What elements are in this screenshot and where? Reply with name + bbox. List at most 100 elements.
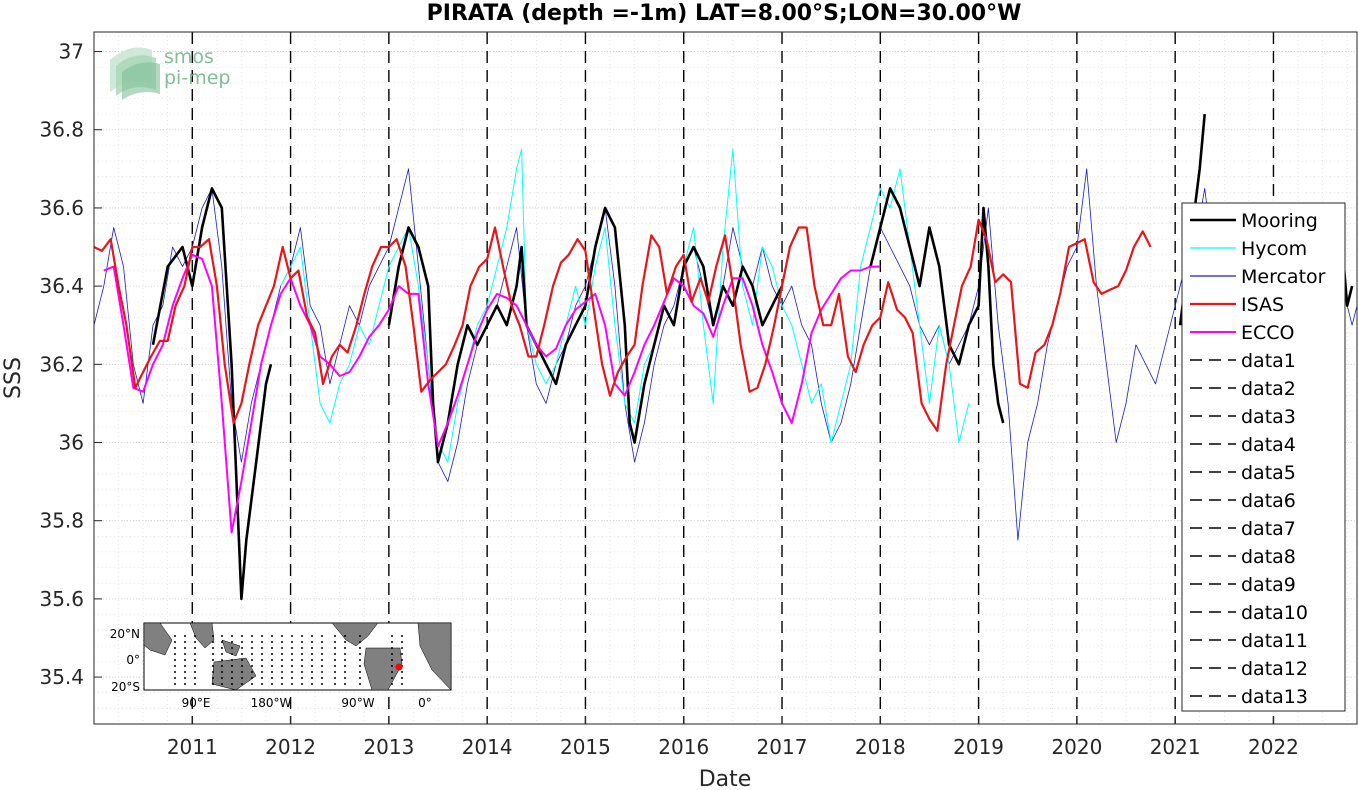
buoy-dot [344,647,346,649]
buoy-dot [321,647,323,649]
buoy-dot [311,683,313,685]
buoy-dot [321,683,323,685]
buoy-dot [271,671,273,673]
buoy-dot [251,665,253,667]
buoy-dot [321,659,323,661]
legend-label: Mooring [1241,210,1318,232]
legend-label: Hycom [1241,238,1307,260]
buoy-dot [334,671,336,673]
buoy-dot [344,659,346,661]
buoy-dot [311,641,313,643]
buoy-dot [359,671,361,673]
buoy-dot [291,647,293,649]
buoy-dot [251,647,253,649]
buoy-dot [359,647,361,649]
inset-lat-label-20s: 20°S [111,680,140,694]
buoy-dot [194,671,196,673]
inset-lon-label-0: 0° [418,696,432,710]
buoy-dot [231,671,233,673]
buoy-dot [261,659,263,661]
buoy-dot [359,641,361,643]
buoy-dot [359,659,361,661]
buoy-dot [311,665,313,667]
buoy-dot [401,683,403,685]
x-tick-label: 2022 [1248,735,1299,759]
buoy-dot [194,677,196,679]
buoy-dot [334,647,336,649]
buoy-array-dots [174,635,403,685]
buoy-dot [321,671,323,673]
buoy-dot [261,641,263,643]
buoy-dot [241,653,243,655]
buoy-dot [334,665,336,667]
buoy-dot [401,671,403,673]
buoy-dot [334,635,336,637]
buoy-dot [174,659,176,661]
buoy-dot [359,635,361,637]
buoy-dot [251,671,253,673]
x-tick-label: 2012 [265,735,316,759]
y-tick-label: 37 [59,40,84,64]
y-tick-label: 36.8 [39,118,84,142]
legend-label: data10 [1241,602,1308,624]
buoy-dot [261,635,263,637]
buoy-dot [271,659,273,661]
legend-label: data6 [1241,490,1296,512]
buoy-dot [231,677,233,679]
logo-line2: pi-mep [164,67,230,89]
legend-label: data7 [1241,518,1296,540]
buoy-dot [231,659,233,661]
buoy-dot [174,677,176,679]
buoy-dot [251,653,253,655]
x-tick-label: 2021 [1150,735,1201,759]
buoy-dot [184,647,186,649]
buoy-dot [241,635,243,637]
inset-lon-label-90w: 90°W [341,696,374,710]
buoy-dot [301,683,303,685]
buoy-dot [391,647,393,649]
buoy-dot [212,671,214,673]
buoy-dot [221,635,223,637]
buoy-dot [271,683,273,685]
buoy-dot [174,665,176,667]
buoy-dot [281,647,283,649]
buoy-dot [334,683,336,685]
buoy-dot [321,635,323,637]
buoy-dot [344,683,346,685]
buoy-dot [174,647,176,649]
series-layer [93,113,1358,601]
legend-label: ECCO [1241,322,1295,344]
buoy-dot [194,641,196,643]
buoy-dot [212,683,214,685]
buoy-dot [174,635,176,637]
buoy-dot [281,665,283,667]
buoy-dot [291,659,293,661]
legend-label: data13 [1241,686,1308,708]
inset-map: 20°N 0° 20°S 90°E 180°W 90°W 0° [110,622,452,710]
logo-mark-icon [110,47,160,100]
series-line-hycom [280,148,970,463]
legend-label: data12 [1241,658,1308,680]
buoy-dot [311,659,313,661]
buoy-dot [281,659,283,661]
buoy-dot [344,665,346,667]
buoy-dot [241,647,243,649]
buoy-dot [194,659,196,661]
buoy-dot [231,653,233,655]
buoy-dot [271,665,273,667]
buoy-dot [221,659,223,661]
legend-label: Mercator [1241,266,1326,288]
buoy-dot [391,635,393,637]
x-tick-label: 2018 [855,735,906,759]
buoy-dot [241,671,243,673]
buoy-dot [174,641,176,643]
buoy-dot [401,677,403,679]
buoy-dot [231,683,233,685]
buoy-dot [311,647,313,649]
buoy-dot [391,641,393,643]
legend-box [1181,202,1346,712]
buoy-dot [221,677,223,679]
y-tick-label: 35.4 [39,665,84,689]
series-line-mooring [151,187,273,601]
buoy-dot [334,641,336,643]
